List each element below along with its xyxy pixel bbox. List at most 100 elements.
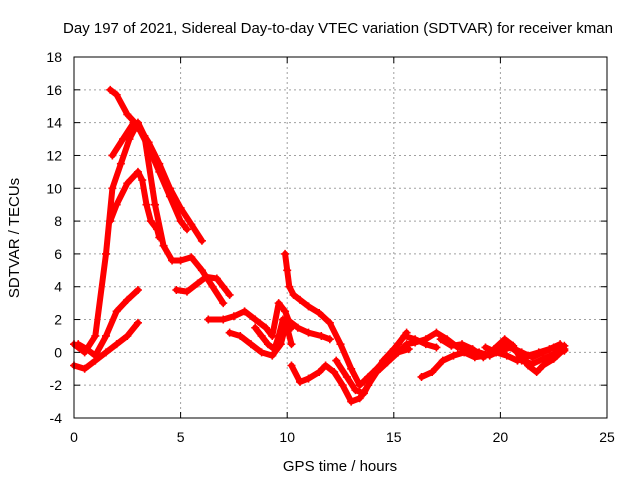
y-tick-label: -4 (50, 410, 63, 426)
data-point (304, 328, 313, 337)
data-point (355, 394, 364, 403)
y-tick-label: 4 (54, 279, 62, 295)
data-point (432, 328, 441, 337)
series-sat-c (108, 118, 191, 234)
data-point (133, 286, 142, 295)
data-point (182, 287, 191, 296)
data-point (212, 274, 221, 283)
data-point (101, 249, 110, 258)
y-tick-label: 16 (46, 82, 62, 98)
data-point (268, 351, 277, 360)
data-point (342, 372, 351, 381)
data-point (144, 143, 153, 152)
chart-title: Day 197 of 2021, Sidereal Day-to-day VTE… (63, 20, 613, 37)
data-point (219, 282, 228, 291)
data-point (274, 299, 283, 308)
data-point (368, 372, 377, 381)
x-tick-label: 0 (70, 429, 78, 445)
data-point (91, 351, 100, 360)
x-tick-label: 5 (177, 429, 185, 445)
data-point (524, 351, 533, 360)
axis-ticks: 0 5 10 15 20 25 -4 -2 0 2 4 6 8 10 12 14 16 18 (46, 49, 615, 445)
data-point (400, 331, 409, 340)
x-axis-label: GPS time / hours (283, 458, 397, 475)
data-point (91, 331, 100, 340)
data-point (545, 345, 554, 354)
x-tick-label: 15 (386, 429, 402, 445)
data-point (436, 335, 445, 344)
data-point (528, 359, 537, 368)
data-point (153, 225, 162, 234)
data-point (119, 135, 128, 144)
data-point (108, 184, 117, 193)
data-point (197, 266, 206, 275)
data-point (293, 323, 302, 332)
data-point (285, 282, 294, 291)
data-point (176, 256, 185, 265)
y-tick-label: 2 (54, 312, 62, 328)
series-sat-l (287, 345, 413, 406)
data-point (355, 381, 364, 390)
data-point (112, 90, 121, 99)
data-point (138, 176, 147, 185)
data-point (251, 315, 260, 324)
data-point (274, 331, 283, 340)
y-tick-label: 14 (46, 115, 62, 131)
data-point (193, 279, 202, 288)
data-point (106, 85, 115, 94)
data-point (468, 345, 477, 354)
data-point (325, 318, 334, 327)
data-point (204, 315, 213, 324)
data-point (359, 389, 368, 398)
data-point (270, 345, 279, 354)
data-point (287, 361, 296, 370)
data-point (336, 340, 345, 349)
data-point (82, 345, 91, 354)
data-point (129, 118, 138, 127)
data-point (278, 315, 287, 324)
series-sat-g (172, 272, 234, 299)
data-point (295, 295, 304, 304)
x-tick-label: 10 (279, 429, 295, 445)
data-point (155, 167, 164, 176)
data-point (421, 335, 430, 344)
data-point (549, 350, 558, 359)
data-point (202, 272, 211, 281)
data-point (123, 295, 132, 304)
data-point (351, 386, 360, 395)
data-point (289, 290, 298, 299)
data-point (447, 341, 456, 350)
data-point (281, 307, 290, 316)
data-point (74, 340, 83, 349)
data-point (460, 348, 469, 357)
data-point (513, 356, 522, 365)
data-point (225, 290, 234, 299)
data-point (539, 354, 548, 363)
data-point (168, 256, 177, 265)
data-point (394, 348, 403, 357)
data-point (470, 353, 479, 362)
data-point (479, 353, 488, 362)
series-line (205, 300, 295, 339)
data-point (106, 217, 115, 226)
data-point (458, 340, 467, 349)
data-point (389, 345, 398, 354)
data-point (402, 340, 411, 349)
data-point (432, 343, 441, 352)
data-point (219, 315, 228, 324)
y-tick-label: 0 (54, 344, 62, 360)
data-point (208, 282, 217, 291)
data-point (449, 351, 458, 360)
data-series-group (70, 85, 569, 406)
data-point (281, 249, 290, 258)
y-tick-label: 12 (46, 147, 62, 163)
data-point (332, 356, 341, 365)
data-point (176, 217, 185, 226)
series-sat-j (251, 315, 296, 354)
data-point (500, 335, 509, 344)
x-tick-label: 20 (493, 429, 509, 445)
data-point (304, 302, 313, 311)
data-point (257, 331, 266, 340)
data-point (509, 341, 518, 350)
